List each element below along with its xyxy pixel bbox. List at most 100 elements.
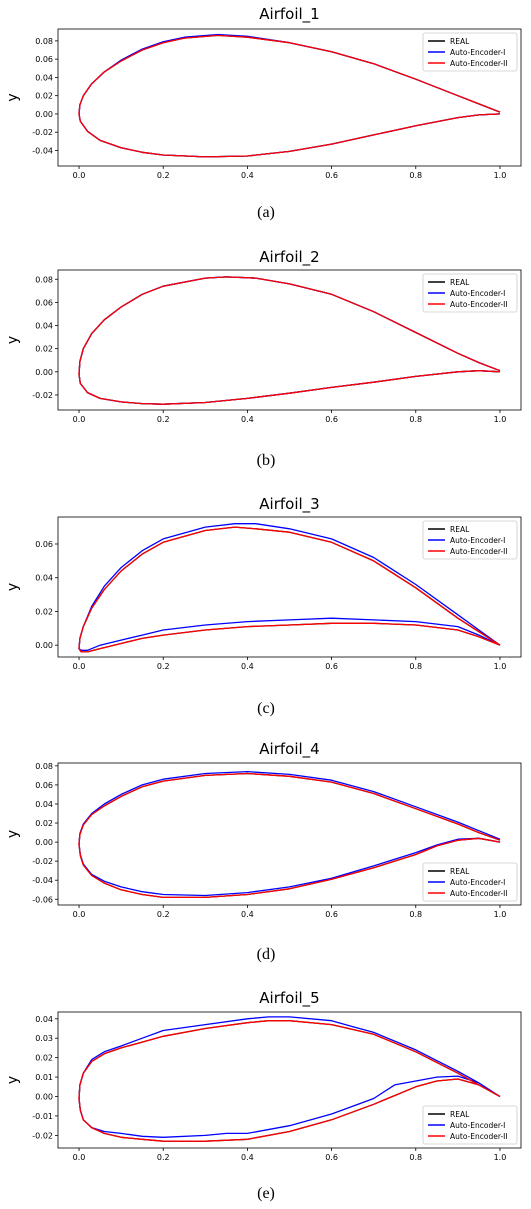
- x-tick-label: 0.0: [73, 662, 86, 671]
- y-tick-label: 0.01: [35, 1073, 53, 1082]
- x-tick-label: 1.0: [494, 662, 507, 671]
- y-tick-label: 0.08: [35, 762, 53, 771]
- x-tick-label: 0.8: [409, 662, 422, 671]
- y-tick-label: 0.06: [35, 540, 53, 549]
- chart-title: Airfoil_5: [259, 989, 319, 1008]
- y-tick-label: -0.02: [32, 1131, 53, 1140]
- legend: REAL Auto-Encoder-I Auto-Encoder-II: [422, 273, 518, 313]
- y-tick-label: 0.06: [35, 55, 53, 64]
- legend-entry: Auto-Encoder-I: [450, 878, 505, 887]
- x-tick-label: 0.4: [241, 171, 254, 180]
- x-tick-label: 0.8: [409, 415, 422, 424]
- x-tick-label: 1.0: [494, 910, 507, 919]
- y-tick-label: 0.04: [35, 574, 53, 583]
- y-tick-label: -0.02: [32, 391, 53, 400]
- x-tick-label: 0.8: [409, 1153, 422, 1162]
- y-tick-label: 0.04: [35, 73, 53, 82]
- x-tick-label: 0.6: [325, 910, 338, 919]
- y-axis-label: y: [5, 1076, 21, 1084]
- chart-title: Airfoil_1: [259, 5, 319, 24]
- x-tick-label: 0.2: [157, 171, 170, 180]
- panel-caption: (b): [257, 452, 276, 469]
- x-tick-label: 1.0: [494, 1153, 507, 1162]
- y-axis-label: y: [5, 583, 21, 591]
- chart-title: Airfoil_4: [259, 740, 319, 759]
- y-tick-label: -0.02: [32, 128, 53, 137]
- legend-entry: REAL: [450, 1110, 470, 1119]
- series-line-auto-encoder-ii: [78, 1020, 501, 1142]
- plot-frame: [57, 28, 522, 167]
- y-tick-label: -0.04: [32, 876, 53, 885]
- panel-caption: (c): [257, 700, 275, 717]
- x-tick-label: 0.2: [157, 662, 170, 671]
- x-tick-label: 1.0: [494, 415, 507, 424]
- x-tick-label: 0.8: [409, 171, 422, 180]
- plot-frame: [57, 762, 522, 906]
- x-tick-label: 0.4: [241, 910, 254, 919]
- x-tick-label: 0.6: [325, 1153, 338, 1162]
- y-tick-label: 0.02: [35, 607, 53, 616]
- y-tick-label: 0.02: [35, 1054, 53, 1063]
- y-tick-label: -0.02: [32, 857, 53, 866]
- y-tick-label: 0.00: [35, 368, 53, 377]
- legend-box: [422, 32, 518, 72]
- x-tick-label: 0.2: [157, 910, 170, 919]
- series-line-auto-encoder-ii: [78, 34, 501, 158]
- plot-frame: [57, 269, 522, 411]
- y-tick-label: -0.01: [32, 1112, 53, 1121]
- panel-caption: (a): [257, 204, 275, 221]
- airfoil-panel-5: Airfoil_5y 0.0 0.2 0.4 0.6 0.8 1.0 0.04 0.03 0.02…: [5, 989, 522, 1202]
- y-tick-label: 0.00: [35, 838, 53, 847]
- x-tick-label: 0.6: [325, 171, 338, 180]
- y-tick-label: 0.00: [35, 110, 53, 119]
- x-tick-label: 0.6: [325, 662, 338, 671]
- x-tick-label: 0.2: [157, 1153, 170, 1162]
- x-tick-label: 0.2: [157, 415, 170, 424]
- chart-title: Airfoil_2: [259, 248, 319, 267]
- legend: REAL Auto-Encoder-I Auto-Encoder-II: [422, 520, 518, 560]
- panel-caption: (d): [257, 946, 276, 963]
- panel-caption: (e): [257, 1185, 275, 1202]
- y-tick-label: 0.04: [35, 322, 53, 331]
- legend-entry: Auto-Encoder-II: [450, 59, 508, 68]
- legend-entry: REAL: [450, 278, 470, 287]
- x-tick-label: 1.0: [494, 171, 507, 180]
- legend-box: [422, 1105, 518, 1145]
- x-tick-label: 0.4: [241, 1153, 254, 1162]
- y-axis-label: y: [5, 336, 21, 344]
- legend-entry: REAL: [450, 525, 470, 534]
- y-tick-label: 0.02: [35, 819, 53, 828]
- y-tick-label: 0.00: [35, 1093, 53, 1102]
- y-tick-label: 0.06: [35, 298, 53, 307]
- legend-entry: Auto-Encoder-II: [450, 889, 508, 898]
- y-axis-label: y: [5, 830, 21, 838]
- legend: REAL Auto-Encoder-I Auto-Encoder-II: [422, 32, 518, 72]
- x-tick-label: 0.4: [241, 415, 254, 424]
- x-tick-label: 0.8: [409, 910, 422, 919]
- y-tick-label: 0.06: [35, 781, 53, 790]
- x-tick-label: 0.4: [241, 662, 254, 671]
- legend-entry: Auto-Encoder-II: [450, 547, 508, 556]
- series-line-auto-encoder-ii: [78, 526, 501, 653]
- airfoil-panel-4: Airfoil_4y 0.0 0.2 0.4 0.6 0.8 1.0 0.08 0.06 0.04…: [5, 740, 522, 963]
- y-axis-label: y: [5, 93, 21, 101]
- y-tick-label: 0.08: [35, 37, 53, 46]
- x-tick-label: 0.0: [73, 1153, 86, 1162]
- x-tick-label: 0.6: [325, 415, 338, 424]
- x-tick-label: 0.0: [73, 171, 86, 180]
- legend-box: [422, 520, 518, 560]
- plot-frame: [57, 1011, 522, 1149]
- y-tick-label: 0.04: [35, 1015, 53, 1024]
- series-line-auto-encoder-ii: [78, 772, 501, 899]
- y-tick-label: 0.08: [35, 275, 53, 284]
- x-tick-label: 0.0: [73, 910, 86, 919]
- series-line-auto-encoder-ii: [78, 276, 501, 405]
- legend-box: [422, 862, 518, 902]
- legend-entry: Auto-Encoder-I: [450, 536, 505, 545]
- plot-frame: [57, 516, 522, 658]
- legend-entry: Auto-Encoder-I: [450, 1121, 505, 1130]
- airfoil-panel-1: Airfoil_1y 0.0 0.2 0.4 0.6 0.8 1.0 0.08 0.06 0.04…: [5, 5, 522, 221]
- y-tick-label: 0.03: [35, 1034, 53, 1043]
- y-tick-label: 0.02: [35, 345, 53, 354]
- airfoil-panel-3: Airfoil_3y 0.0 0.2 0.4 0.6 0.8 1.0 0.06 0.04 0.02…: [5, 495, 522, 717]
